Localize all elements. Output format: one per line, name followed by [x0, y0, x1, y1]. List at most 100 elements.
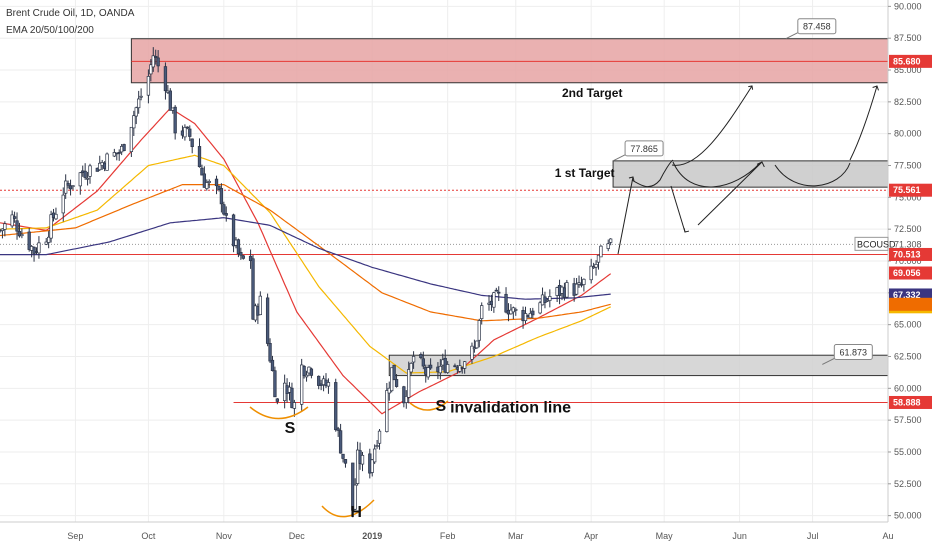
- candle-body: [3, 223, 7, 230]
- annotation-label: 2nd Target: [562, 86, 622, 100]
- arrow-head: [628, 176, 635, 182]
- time-tick-label: Dec: [289, 531, 306, 541]
- candle-body: [239, 252, 243, 256]
- candle-body: [445, 364, 450, 373]
- last-price-label: 71.308: [894, 239, 922, 249]
- chart-title: Brent Crude Oil, 1D, OANDA: [6, 8, 135, 19]
- ema-line: [0, 107, 612, 415]
- candle-body: [64, 180, 68, 194]
- candle-body: [78, 172, 82, 187]
- price-tick-label: 80.000: [894, 129, 922, 139]
- candle-body: [407, 369, 411, 398]
- price-tick-label: 82.500: [894, 97, 922, 107]
- candle-body: [197, 146, 202, 168]
- candle-body: [302, 365, 306, 377]
- candle-body: [117, 152, 121, 154]
- price-tick-label: 90.000: [894, 1, 922, 11]
- candle-body: [589, 265, 593, 281]
- candle-body: [185, 126, 189, 129]
- projection-arrow: [670, 185, 686, 233]
- candle-body: [428, 364, 433, 369]
- time-tick-label: Jul: [807, 531, 819, 541]
- candle-body: [200, 167, 204, 176]
- candle-body: [421, 358, 425, 367]
- time-tick-label: May: [656, 531, 674, 541]
- candle-body: [300, 364, 304, 405]
- projection-arrow: [774, 162, 851, 187]
- candle-body: [370, 459, 374, 473]
- candle-body: [472, 347, 477, 350]
- time-tick-label: Oct: [141, 531, 156, 541]
- candle-body: [373, 448, 377, 463]
- drawing-layer: [249, 85, 879, 518]
- price-tag-label: 70.513: [893, 249, 921, 259]
- candle-body: [492, 292, 496, 308]
- candle-body: [47, 236, 51, 243]
- callout-pointer: [822, 358, 835, 365]
- candle-body: [251, 258, 255, 320]
- time-tick-label: Sep: [67, 531, 83, 541]
- candle-body: [273, 370, 277, 398]
- price-axis[interactable]: 50.000 52.500 55.000 57.500 60.000 62.500 65.0…: [854, 0, 932, 550]
- candle-body: [207, 181, 211, 183]
- time-axis-background: [0, 522, 932, 550]
- candle-body: [17, 231, 22, 237]
- candle-body: [88, 165, 92, 177]
- callout-label: 87.458: [803, 22, 831, 32]
- candle-body: [236, 239, 241, 254]
- candle-body: [66, 183, 70, 186]
- candle-body: [419, 354, 423, 359]
- callout-box: [624, 140, 664, 157]
- projection-arrow: [617, 176, 634, 255]
- candle-body: [606, 243, 610, 249]
- price-tag-label: 85.680: [893, 56, 921, 66]
- projection-arrow: [697, 161, 763, 226]
- arrow-head: [872, 85, 879, 91]
- candle-body: [105, 153, 109, 171]
- candle-body: [268, 343, 272, 362]
- ema-line: [0, 154, 611, 374]
- candle-body: [258, 295, 262, 316]
- time-axis[interactable]: Sep Oct Nov Dec 2019 Feb Mar Apr May Jun Jul Au: [0, 521, 932, 550]
- price-tag-label: 58.888: [893, 397, 921, 407]
- price-tag-label: 67.332: [893, 290, 921, 300]
- candle-body: [375, 445, 379, 447]
- candle-body: [265, 297, 270, 344]
- candle-body: [309, 368, 314, 376]
- candle-body: [494, 289, 498, 292]
- candle-body: [574, 283, 579, 295]
- projection-arrow: [631, 159, 674, 188]
- time-tick-label: Feb: [440, 531, 456, 541]
- candle-body: [402, 386, 406, 404]
- candle-body: [98, 162, 102, 171]
- price-tick-label: 87.500: [894, 33, 922, 43]
- price-tick-label: 52.500: [894, 479, 922, 489]
- indicator-label: EMA 20/50/100/200: [6, 25, 94, 36]
- callout-pointer: [612, 154, 626, 162]
- arrow-head: [756, 161, 765, 168]
- candle-body: [270, 359, 275, 371]
- price-tick-label: 85.000: [894, 65, 922, 75]
- candle-body: [163, 66, 168, 92]
- price-tag: [889, 297, 932, 311]
- candle-body: [497, 291, 501, 294]
- price-tick-label: 77.500: [894, 161, 922, 171]
- candle-body: [596, 254, 601, 263]
- price-tick-label: 50.000: [894, 511, 922, 521]
- candle-body: [477, 320, 481, 341]
- candle-body: [543, 296, 547, 303]
- candle-body: [528, 312, 533, 319]
- candle-body: [594, 264, 598, 268]
- candle-body: [15, 220, 19, 232]
- price-tick-label: 70.000: [894, 256, 922, 266]
- candle-body: [0, 228, 5, 231]
- price-tag: [889, 247, 932, 261]
- price-tick-label: 55.000: [894, 447, 922, 457]
- candle-body: [326, 382, 331, 387]
- candle-body: [214, 178, 219, 187]
- candle-body: [54, 213, 58, 220]
- time-tick-label: Mar: [508, 531, 524, 541]
- annotation-label: S: [285, 420, 296, 437]
- candle-body: [222, 204, 226, 215]
